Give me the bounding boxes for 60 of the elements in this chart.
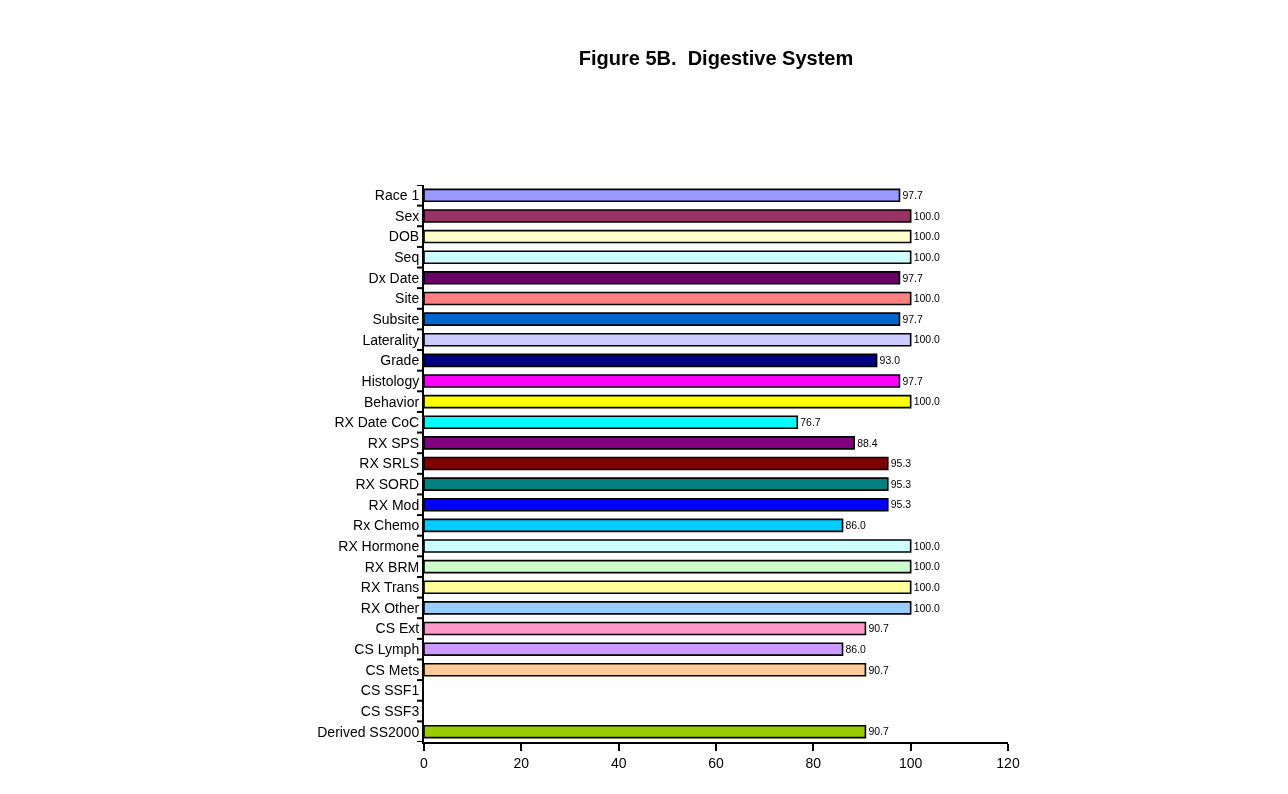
y-tick-label: CS Mets (365, 661, 420, 678)
y-tick-label: RX Other (360, 599, 420, 616)
y-tick-label: RX SRLS (359, 455, 420, 472)
data-label: 97.7 (902, 375, 924, 387)
data-label: 100.0 (913, 231, 941, 243)
data-label: 100.0 (913, 602, 941, 614)
data-label: 100.0 (913, 210, 941, 222)
y-tick-label: RX SPS (367, 434, 420, 451)
y-tick-label: Rx Chemo (353, 517, 420, 534)
x-tick-label: 0 (420, 754, 429, 771)
y-tick-label: Laterality (362, 331, 420, 348)
data-label: 95.3 (890, 478, 912, 490)
y-tick-label: RX Trans (360, 579, 420, 596)
x-tick-label: 20 (513, 754, 530, 771)
data-label: 100.0 (913, 293, 941, 305)
y-tick-label: CS Lymph (354, 641, 420, 658)
y-tick-label: DOB (388, 228, 420, 245)
data-label: 93.0 (879, 355, 901, 367)
data-label: 88.4 (857, 437, 878, 449)
y-tick-label: RX Hormone (338, 537, 420, 554)
y-tick-label: RX Date CoC (334, 414, 420, 431)
x-tick-label: 80 (805, 754, 822, 771)
data-label: 95.3 (890, 458, 912, 470)
y-tick-label: CS SSF1 (360, 682, 420, 699)
y-tick-label: Grade (380, 352, 420, 369)
y-tick-label: Sex (395, 207, 420, 224)
y-tick-label: Seq (394, 249, 420, 266)
data-label: 100.0 (913, 582, 941, 594)
y-tick-label: Race 1 (374, 187, 420, 204)
data-label: 97.7 (902, 190, 924, 202)
data-label: 90.7 (868, 726, 889, 738)
y-tick-label: CS Ext (375, 620, 420, 637)
data-label: 95.3 (890, 499, 912, 511)
x-tick-label: 60 (708, 754, 724, 771)
y-tick-label: Site (395, 290, 420, 307)
y-tick-label: Dx Date (368, 269, 420, 286)
y-tick-label: Derived SS2000 (317, 723, 420, 740)
data-label: 100.0 (913, 251, 941, 263)
y-tick-label: CS SSF3 (360, 702, 420, 719)
y-tick-label: Subsite (372, 310, 420, 327)
y-tick-label: RX Mod (368, 496, 420, 513)
data-label: 100.0 (913, 396, 941, 408)
data-label: 97.7 (902, 313, 924, 325)
y-tick-label: RX BRM (364, 558, 420, 575)
x-tick-label: 40 (610, 754, 627, 771)
data-label: 100.0 (913, 334, 941, 346)
y-tick-label: Histology (361, 372, 420, 389)
x-tick-label: 120 (996, 754, 1020, 771)
data-label: 76.7 (800, 416, 821, 428)
x-tick-label: 100 (898, 754, 923, 771)
y-tick-label: RX SORD (355, 476, 420, 493)
data-label: 90.7 (868, 623, 889, 635)
data-label: 86.0 (845, 520, 867, 532)
y-tick-label: Behavior (363, 393, 420, 410)
data-label: 90.7 (868, 664, 889, 676)
data-label: 100.0 (913, 561, 941, 573)
data-label: 86.0 (845, 643, 867, 655)
data-label: 97.7 (902, 272, 924, 284)
chart-title: Figure 5B. Digestive System (578, 47, 854, 69)
data-label: 100.0 (913, 540, 941, 552)
